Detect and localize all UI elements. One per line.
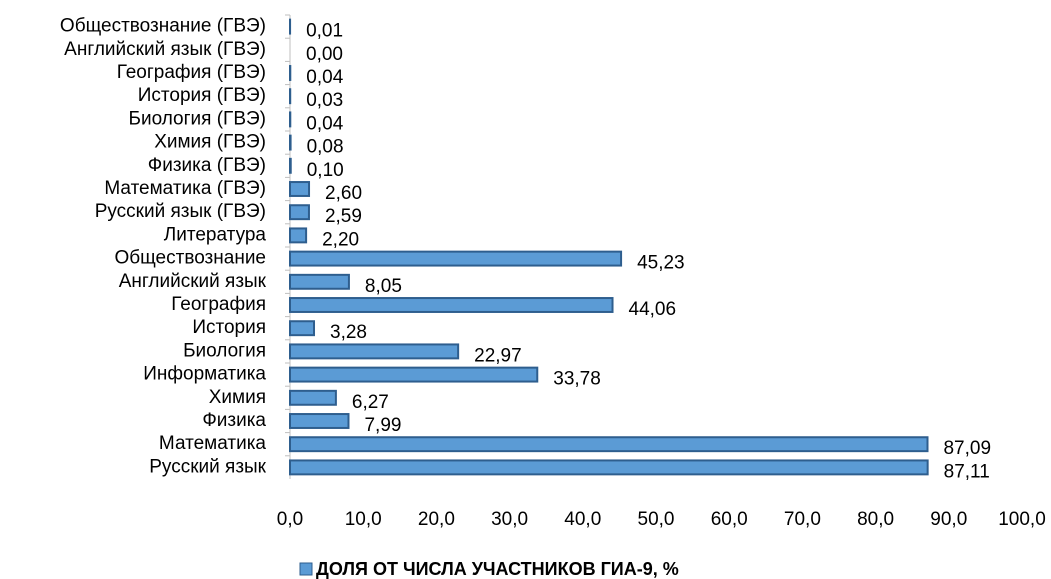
y-tick-label: Математика (ГВЭ) <box>104 178 266 199</box>
bar <box>289 320 316 337</box>
value-label: 0,00 <box>306 44 343 65</box>
bar <box>289 366 539 383</box>
y-tick-label: Английский язык (ГВЭ) <box>64 39 266 60</box>
x-tick-label: 80,0 <box>857 509 894 530</box>
y-tick-label: Биология <box>183 340 266 361</box>
value-label: 0,08 <box>307 137 344 158</box>
bar <box>289 250 623 267</box>
legend-label: ДОЛЯ ОТ ЧИСЛА УЧАСТНИКОВ ГИА-9, % <box>316 559 679 579</box>
bar <box>289 273 350 290</box>
bar <box>289 389 337 406</box>
value-label: 33,78 <box>553 369 601 390</box>
bar <box>289 181 311 197</box>
value-label: 6,27 <box>352 392 389 413</box>
y-tick-label: История (ГВЭ) <box>138 85 266 106</box>
value-label: 87,09 <box>943 438 991 459</box>
value-label: 2,20 <box>322 229 359 250</box>
y-tick-label: Литература <box>164 224 267 245</box>
y-tick-label: Химия <box>209 387 266 408</box>
value-label: 0,04 <box>306 113 343 134</box>
value-label: 0,10 <box>307 160 344 181</box>
y-tick-label: География <box>171 294 266 315</box>
value-label: 22,97 <box>474 345 522 366</box>
y-tick-label: Информатика <box>143 364 266 385</box>
x-tick-label: 0,0 <box>277 509 303 530</box>
value-label: 0,03 <box>306 90 343 111</box>
bar <box>289 297 614 313</box>
value-label: 7,99 <box>364 415 401 436</box>
y-tick-label: Химия (ГВЭ) <box>154 132 266 153</box>
value-label: 87,11 <box>944 461 990 482</box>
x-tick-label: 90,0 <box>930 509 967 530</box>
y-tick-label: Английский язык <box>119 271 267 292</box>
y-tick-label: Биология (ГВЭ) <box>129 108 266 129</box>
x-tick-label: 50,0 <box>638 509 675 530</box>
bar <box>289 204 310 221</box>
value-label: 3,28 <box>330 322 367 343</box>
value-label: 0,01 <box>306 21 343 42</box>
x-tick-label: 70,0 <box>784 509 821 530</box>
value-label: 2,60 <box>325 183 362 204</box>
y-tick-label: История <box>192 317 266 338</box>
y-tick-label: Обществознание <box>114 248 266 269</box>
value-label: 0,04 <box>306 67 343 88</box>
x-tick-label: 60,0 <box>711 509 748 530</box>
x-tick-label: 20,0 <box>418 509 455 530</box>
y-tick-label: Русский язык <box>149 456 266 477</box>
x-tick-label: 10,0 <box>345 509 382 530</box>
bar <box>289 343 460 360</box>
value-label: 8,05 <box>365 276 402 297</box>
value-label: 2,59 <box>325 206 362 227</box>
x-tick-label: 100,0 <box>998 509 1046 530</box>
bar <box>289 436 929 453</box>
bar <box>289 459 929 476</box>
y-tick-label: Физика (ГВЭ) <box>148 155 266 176</box>
bar <box>289 157 292 174</box>
value-label: 44,06 <box>629 299 677 320</box>
y-tick-label: Обществознание (ГВЭ) <box>60 16 266 37</box>
y-tick-label: География (ГВЭ) <box>117 62 266 83</box>
legend-swatch <box>299 562 313 576</box>
x-tick-label: 30,0 <box>491 509 528 530</box>
x-tick-label: 40,0 <box>564 509 601 530</box>
value-label: 45,23 <box>637 253 685 274</box>
bar <box>289 413 350 429</box>
bar <box>289 134 292 151</box>
y-tick-label: Математика <box>159 433 267 454</box>
y-tick-label: Русский язык (ГВЭ) <box>95 201 266 222</box>
y-tick-label: Физика <box>202 410 266 431</box>
bar <box>289 227 308 244</box>
